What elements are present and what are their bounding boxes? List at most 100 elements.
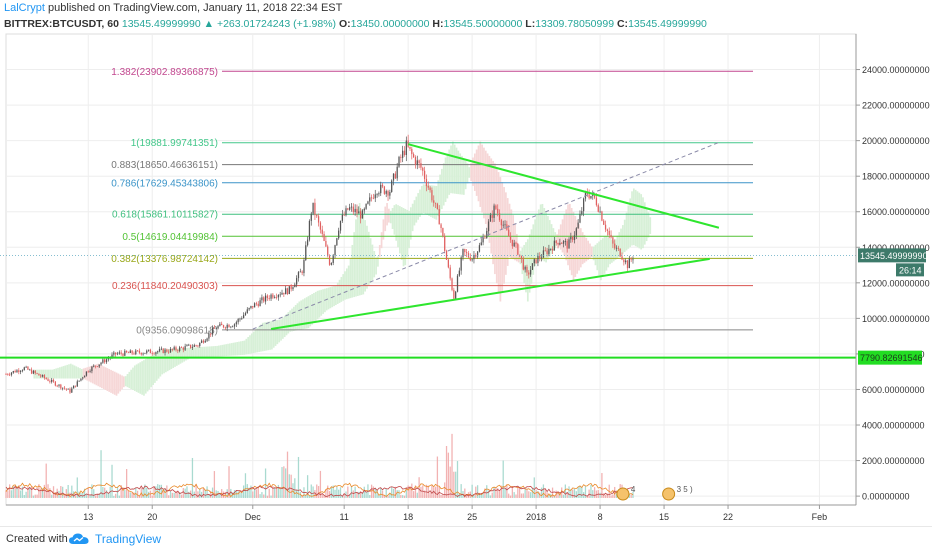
cloud-segment	[159, 350, 162, 377]
volume-bar	[314, 490, 316, 498]
candle-body	[19, 371, 22, 372]
volume-bar	[540, 487, 543, 498]
event-badges[interactable]: 4 3 5 )	[616, 485, 693, 501]
volume-bar	[423, 490, 426, 498]
candle-body	[434, 202, 437, 204]
cloud-segment	[369, 238, 372, 284]
candle-body	[9, 374, 11, 376]
candle-body	[191, 346, 194, 348]
candle-body	[162, 348, 164, 354]
volume-bar	[69, 492, 71, 498]
cloud-segment	[579, 228, 582, 268]
cloud-segment	[62, 366, 65, 379]
cloud-segment	[296, 303, 299, 331]
price-chart[interactable]: 1.382(23902.89366875) 1(19881.99741351) 0.…	[0, 0, 932, 526]
cloud-segment	[441, 168, 443, 210]
volume-bar	[524, 489, 526, 498]
volume-bar	[21, 486, 24, 498]
candle-body	[370, 197, 373, 199]
candle-body	[387, 191, 389, 196]
volume-bar	[60, 486, 62, 498]
candle-body	[487, 221, 490, 232]
cloud-segment	[188, 347, 191, 359]
cloud-segment	[631, 191, 633, 246]
candle-body	[312, 202, 314, 214]
time-axis[interactable]: 13 20 Dec 11 18 25 2018 8 15 22 Feb	[6, 504, 856, 522]
candle-body	[257, 303, 259, 307]
volume-bar	[169, 491, 172, 498]
volume-bar	[349, 494, 351, 498]
triangle-trendline[interactable]	[270, 257, 710, 331]
candle-body	[54, 381, 56, 386]
candle-body	[30, 369, 33, 374]
candle-body	[365, 203, 367, 209]
volume-bar	[257, 488, 259, 498]
candle-body	[466, 252, 468, 254]
candle-body	[200, 340, 203, 343]
cloud-segment	[358, 203, 361, 296]
cloud-segment	[143, 360, 145, 396]
volume-bar	[283, 466, 285, 498]
candle-body	[581, 211, 583, 215]
candle-body	[460, 257, 462, 271]
candle-body	[226, 324, 228, 329]
candle-body	[286, 288, 289, 295]
cloud-segment	[170, 348, 173, 370]
volume-bar	[136, 490, 139, 498]
candle-body	[252, 305, 254, 308]
volume-bar	[394, 486, 396, 498]
volume-bar	[407, 485, 409, 498]
candle-body	[429, 187, 431, 191]
cloud-segment	[250, 333, 253, 354]
volume-bar	[599, 492, 601, 498]
tradingview-logo[interactable]: TradingView	[68, 530, 161, 548]
volume-bar	[285, 468, 287, 498]
price-change: +263.01724243 (+1.98%)	[216, 18, 337, 30]
cloud-segment	[612, 240, 615, 262]
volume-bar	[442, 494, 444, 498]
open-label: O:	[338, 18, 351, 30]
cloud-segment	[453, 144, 456, 194]
candle-body	[484, 237, 486, 239]
candle-body	[166, 349, 168, 352]
volume-bar	[308, 495, 311, 498]
candle-body	[433, 200, 435, 203]
triangle-trendline[interactable]	[407, 143, 720, 229]
cloud-segment	[117, 373, 120, 394]
candle-body	[606, 229, 609, 231]
cloud-segment	[583, 235, 586, 263]
volume-bar	[5, 490, 7, 498]
candle-body	[104, 359, 106, 363]
volume-bar	[542, 484, 545, 498]
cloud-segment	[88, 366, 90, 382]
candle-body	[498, 213, 501, 221]
volume-bar	[458, 493, 460, 498]
price-axis[interactable]: 0.00000000 2000.00000000 4000.00000000 6000…	[855, 34, 930, 505]
author-link[interactable]: LalCrypt	[4, 2, 45, 14]
candle-body	[107, 358, 110, 360]
volume-bar	[93, 489, 95, 498]
cloud-segment	[276, 319, 279, 345]
cloud-segment	[252, 331, 255, 354]
candle-body	[179, 347, 181, 351]
symbol-label[interactable]: BITTREX:BTCUSDT, 60	[4, 18, 119, 30]
candle-body	[476, 251, 479, 257]
x-tick-label: 20	[147, 512, 157, 522]
candle-body	[411, 148, 413, 155]
cloud-segment	[455, 147, 458, 194]
candle-body	[155, 352, 157, 354]
cloud-segment	[528, 234, 531, 293]
candle-body	[458, 270, 460, 276]
event-badge-icon[interactable]	[616, 487, 630, 501]
cloud-segment	[517, 244, 520, 263]
volume-bar	[440, 494, 442, 498]
cloud-segment	[64, 365, 67, 379]
cloud-segment	[141, 361, 143, 395]
trendlines[interactable]	[0, 141, 856, 359]
candle-body	[305, 245, 307, 261]
event-badge-icon[interactable]	[662, 487, 676, 501]
cloud-segment	[108, 369, 111, 392]
cloud-segment	[300, 300, 303, 330]
volume-bar	[515, 494, 517, 498]
candle-body	[296, 278, 298, 285]
